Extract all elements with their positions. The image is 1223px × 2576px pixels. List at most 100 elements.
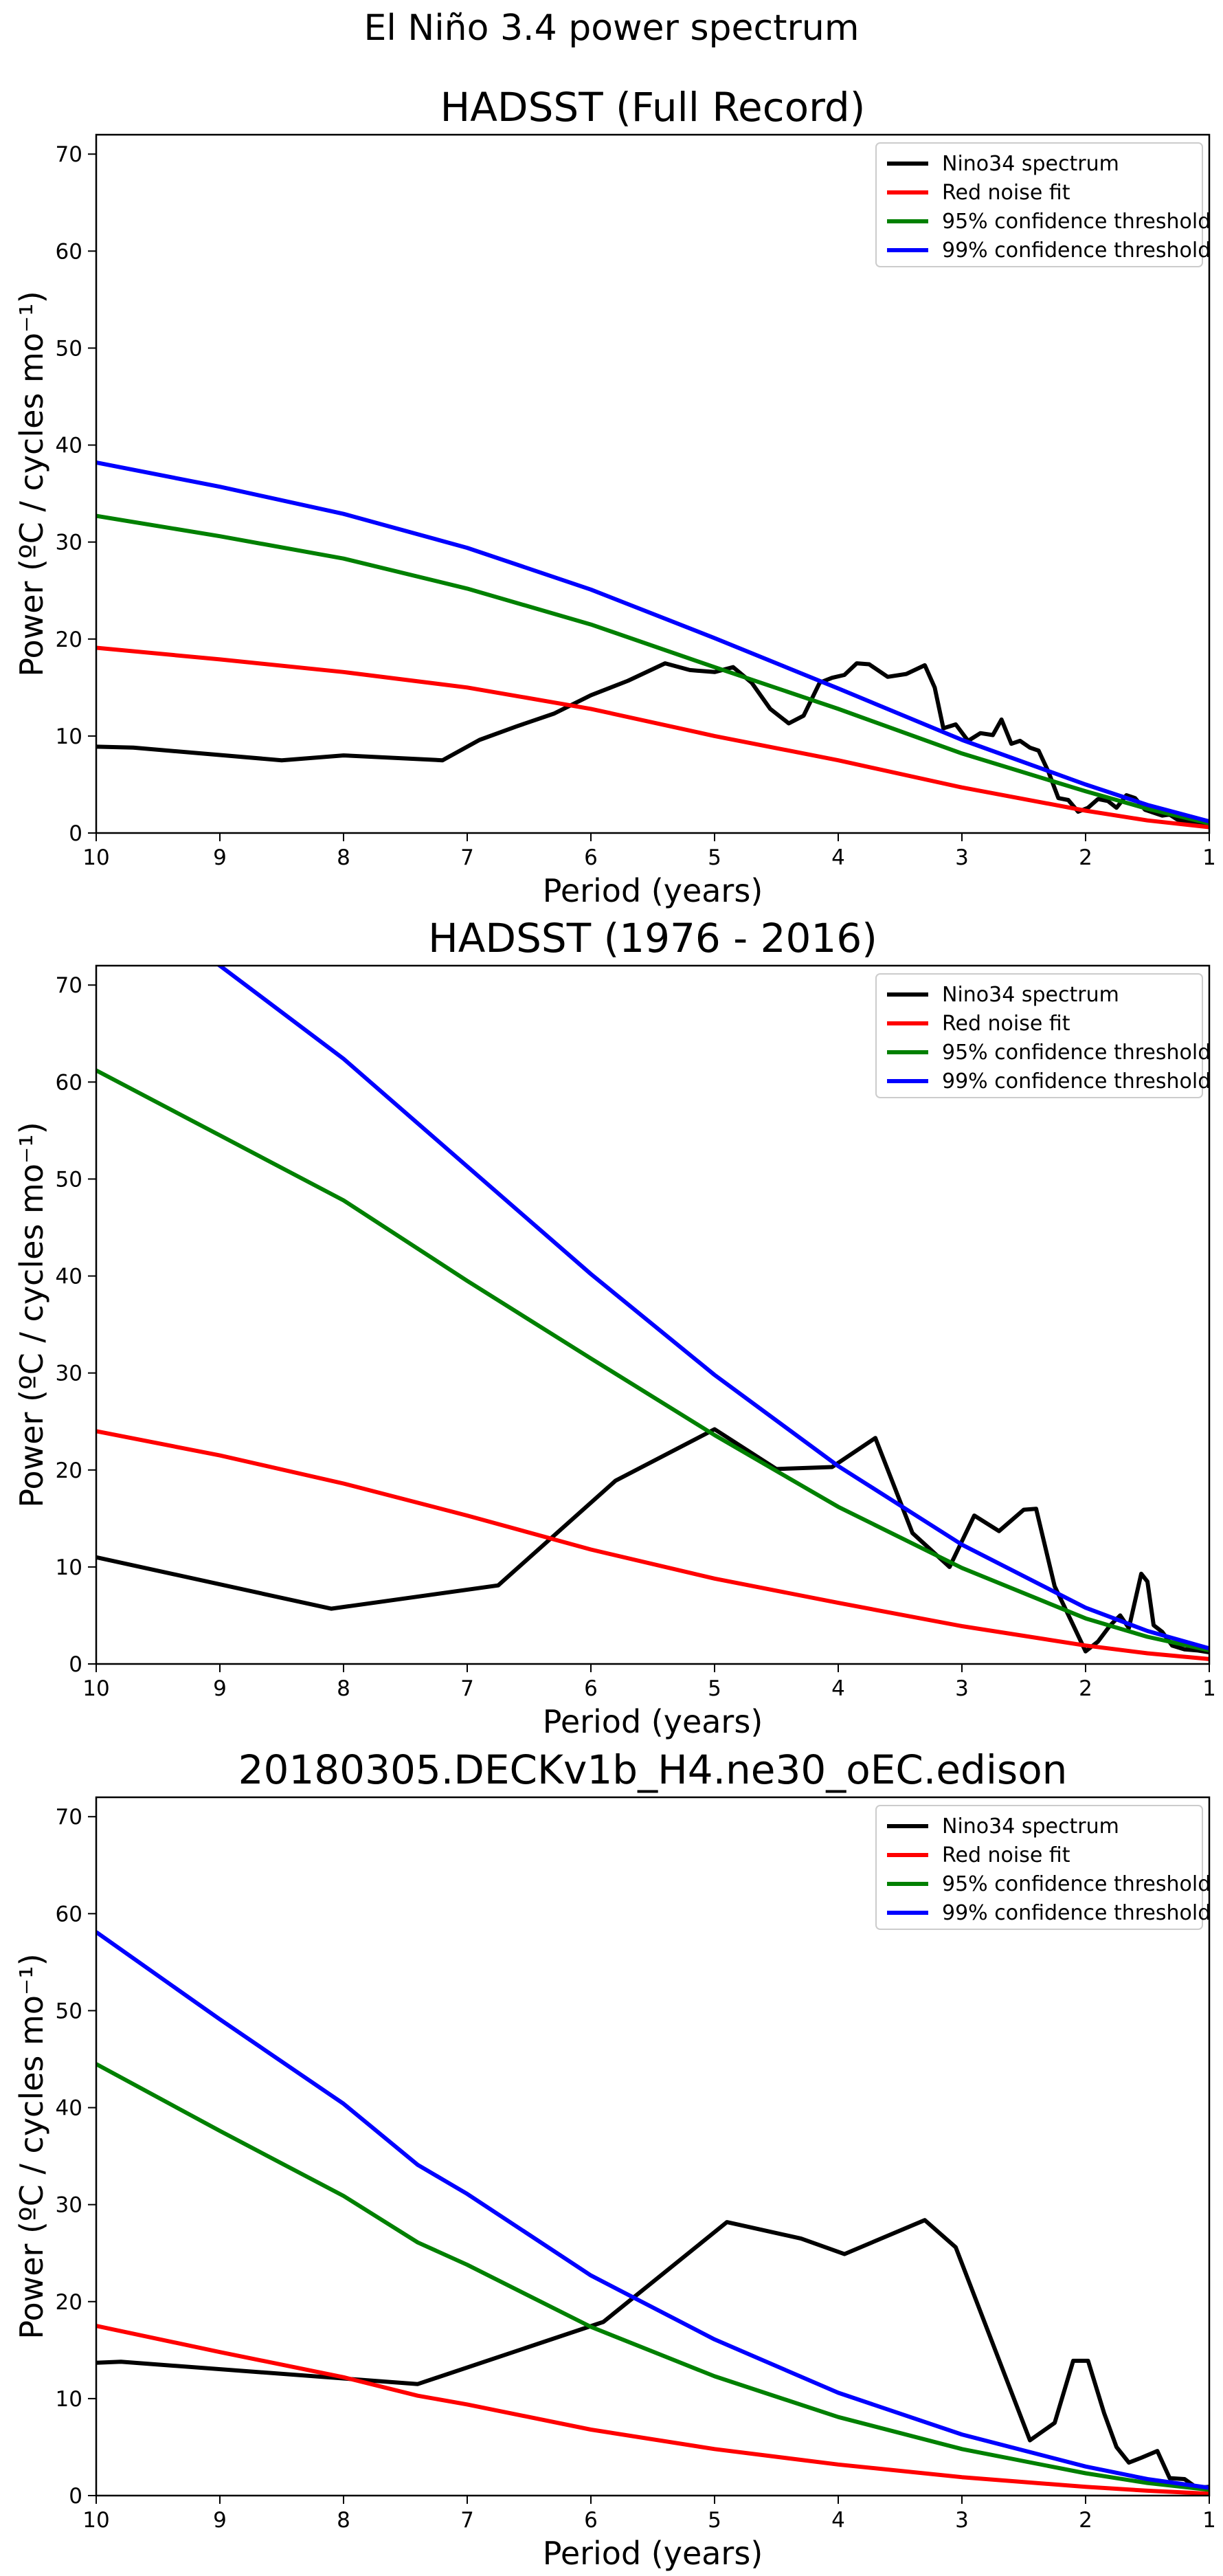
panel-1-xtick-label-8: 8 — [337, 845, 350, 870]
panel-1-xtick-label-4: 4 — [831, 845, 845, 870]
panel-1-series-99-confidence-threshold — [96, 460, 1209, 823]
panel-2-ylabel: Power (ºC / cycles mo⁻¹) — [13, 1122, 50, 1507]
panel-1-ytick-label-60: 60 — [56, 239, 82, 264]
panel-2-xtick-label-3: 3 — [955, 1676, 969, 1701]
panel-1-legend-label-red-noise-fit: Red noise fit — [942, 181, 1070, 205]
panel-3-xtick-label-5: 5 — [708, 2508, 721, 2533]
panel-3-legend-box — [875, 1805, 1203, 1930]
panel-2-series — [96, 966, 1209, 1661]
panel-3-series-nino34-spectrum — [96, 2218, 1209, 2490]
panel-2-xtick-label-1: 1 — [1202, 1676, 1216, 1701]
panel-2-ytick-label-70: 70 — [56, 973, 82, 998]
panel-1-legend-box — [875, 142, 1203, 267]
panel-3-ytick-label-40: 40 — [56, 2096, 82, 2121]
panel-2-legend: Nino34 spectrum Red noise fit 95% confiden… — [875, 973, 1211, 1098]
panel-3-xtick-label-3: 3 — [955, 2508, 969, 2533]
panel-2-legend-label-99-confidence-threshold: 99% confidence threshold — [942, 1069, 1211, 1093]
panel-3-ytick-label-70: 70 — [56, 1805, 82, 1830]
panel-1-series — [96, 460, 1209, 830]
panel-3-series — [96, 1930, 1209, 2496]
panel-2-legend-label-95-confidence-threshold: 95% confidence threshold — [942, 1041, 1211, 1065]
panel-1-xlabel: Period (years) — [543, 872, 763, 909]
panel-1-series-red-noise-fit — [96, 645, 1209, 830]
panel-2-axes-frame — [95, 964, 1211, 1665]
panel-3-series-red-noise-fit — [96, 2324, 1209, 2496]
panel-3-series-99-confidence-threshold — [96, 1930, 1209, 2490]
panel-2-ytick-label-40: 40 — [56, 1265, 82, 1289]
panel-1-ytick-label-0: 0 — [69, 821, 82, 846]
panel-1-xtick-label-9: 9 — [213, 845, 227, 870]
panel-3-xlabel: Period (years) — [543, 2535, 763, 2572]
panel-1-title: HADSST (Full Record) — [440, 84, 866, 131]
panel-3-ytick-label-0: 0 — [69, 2484, 82, 2509]
panel-1-ytick-label-50: 50 — [56, 336, 82, 361]
panel-3-axes-frame — [95, 1796, 1211, 2497]
panel-1-axes-frame — [95, 133, 1211, 834]
panel-2-xtick-label-9: 9 — [213, 1676, 227, 1701]
panel-2-xtick-label-2: 2 — [1079, 1676, 1092, 1701]
panel-3-series-95-confidence-threshold — [96, 2062, 1209, 2492]
panel-3-xtick-label-2: 2 — [1079, 2508, 1092, 2533]
panel-3-legend: Nino34 spectrum Red noise fit 95% confiden… — [875, 1805, 1211, 1930]
panel-1-ytick-label-30: 30 — [56, 531, 82, 555]
panel-1: HADSST (Full Record)10 9 8 7 6 5 4 3 2 1010203040… — [13, 84, 1216, 909]
panel-2-legend-label-nino34-spectrum: Nino34 spectrum — [942, 983, 1119, 1007]
panel-2-ytick-label-10: 10 — [56, 1555, 82, 1580]
panel-2-xlabel: Period (years) — [543, 1703, 763, 1740]
panel-1-xtick-label-7: 7 — [460, 845, 474, 870]
panel-2-xtick-label-7: 7 — [460, 1676, 474, 1701]
panel-2-ytick-label-60: 60 — [56, 1070, 82, 1095]
panel-1-xtick-label-10: 10 — [82, 845, 109, 870]
panel-1-ytick-label-10: 10 — [56, 724, 82, 749]
panel-2-legend-box — [875, 973, 1203, 1098]
panel-2-series-99-confidence-threshold — [216, 966, 1209, 1651]
panel-2-ytick-label-50: 50 — [56, 1167, 82, 1192]
panel-2-xtick-label-5: 5 — [708, 1676, 721, 1701]
panel-2-xtick-label-4: 4 — [831, 1676, 845, 1701]
panel-3-ytick-label-30: 30 — [56, 2193, 82, 2218]
panel-3-xtick-label-7: 7 — [460, 2508, 474, 2533]
panel-3-ytick-label-10: 10 — [56, 2387, 82, 2412]
panel-2-ytick-label-20: 20 — [56, 1458, 82, 1483]
panel-3-xtick-label-6: 6 — [584, 2508, 598, 2533]
panel-1-xtick-label-3: 3 — [955, 845, 969, 870]
panel-3-legend-label-red-noise-fit: Red noise fit — [942, 1843, 1070, 1867]
figure-title: El Niño 3.4 power spectrum — [363, 8, 859, 49]
panel-3-ytick-label-50: 50 — [56, 1999, 82, 2023]
panel-1-ytick-label-70: 70 — [56, 142, 82, 167]
panel-1-series-nino34-spectrum — [96, 661, 1209, 827]
panel-3-xtick-label-9: 9 — [213, 2508, 227, 2533]
panel-1-ytick-label-40: 40 — [56, 434, 82, 458]
panel-2-legend-label-red-noise-fit: Red noise fit — [942, 1012, 1070, 1036]
panel-3-title: 20180305.DECKv1b_H4.ne30_oEC.edison — [238, 1746, 1068, 1793]
panel-1-series-95-confidence-threshold — [96, 513, 1209, 825]
panel-3-ytick-label-60: 60 — [56, 1902, 82, 1927]
panel-2: HADSST (1976 - 2016)10 9 8 7 6 5 4 3 2 1010203040… — [13, 915, 1216, 1740]
panel-3-legend-label-nino34-spectrum: Nino34 spectrum — [942, 1814, 1119, 1839]
panel-1-legend: Nino34 spectrum Red noise fit 95% confiden… — [875, 142, 1211, 267]
panel-1-xtick-label-6: 6 — [584, 845, 598, 870]
panel-1-xtick-label-5: 5 — [708, 845, 721, 870]
panel-1-legend-label-nino34-spectrum: Nino34 spectrum — [942, 152, 1119, 176]
panel-2-xtick-label-10: 10 — [82, 1676, 109, 1701]
panel-1-legend-label-95-confidence-threshold: 95% confidence threshold — [942, 210, 1211, 234]
panel-3-ytick-label-20: 20 — [56, 2290, 82, 2315]
panel-2-xtick-label-6: 6 — [584, 1676, 598, 1701]
panel-3-xtick-label-8: 8 — [337, 2508, 350, 2533]
panel-3-xtick-label-4: 4 — [831, 2508, 845, 2533]
panel-2-title: HADSST (1976 - 2016) — [428, 915, 877, 962]
panel-1-legend-label-99-confidence-threshold: 99% confidence threshold — [942, 238, 1211, 263]
panel-1-xtick-label-1: 1 — [1202, 845, 1216, 870]
panel-1-ylabel: Power (ºC / cycles mo⁻¹) — [13, 291, 50, 676]
panel-3-xtick-label-10: 10 — [82, 2508, 109, 2533]
panel-1-xtick-label-2: 2 — [1079, 845, 1092, 870]
panel-2-xtick-label-8: 8 — [337, 1676, 350, 1701]
panel-2-series-95-confidence-threshold — [96, 1068, 1209, 1653]
panel-2-series-nino34-spectrum — [96, 1427, 1209, 1655]
panel-1-ytick-label-20: 20 — [56, 628, 82, 652]
panel-2-ytick-label-30: 30 — [56, 1362, 82, 1386]
panel-3-xtick-label-1: 1 — [1202, 2508, 1216, 2533]
panel-3-legend-label-95-confidence-threshold: 95% confidence threshold — [942, 1872, 1211, 1896]
